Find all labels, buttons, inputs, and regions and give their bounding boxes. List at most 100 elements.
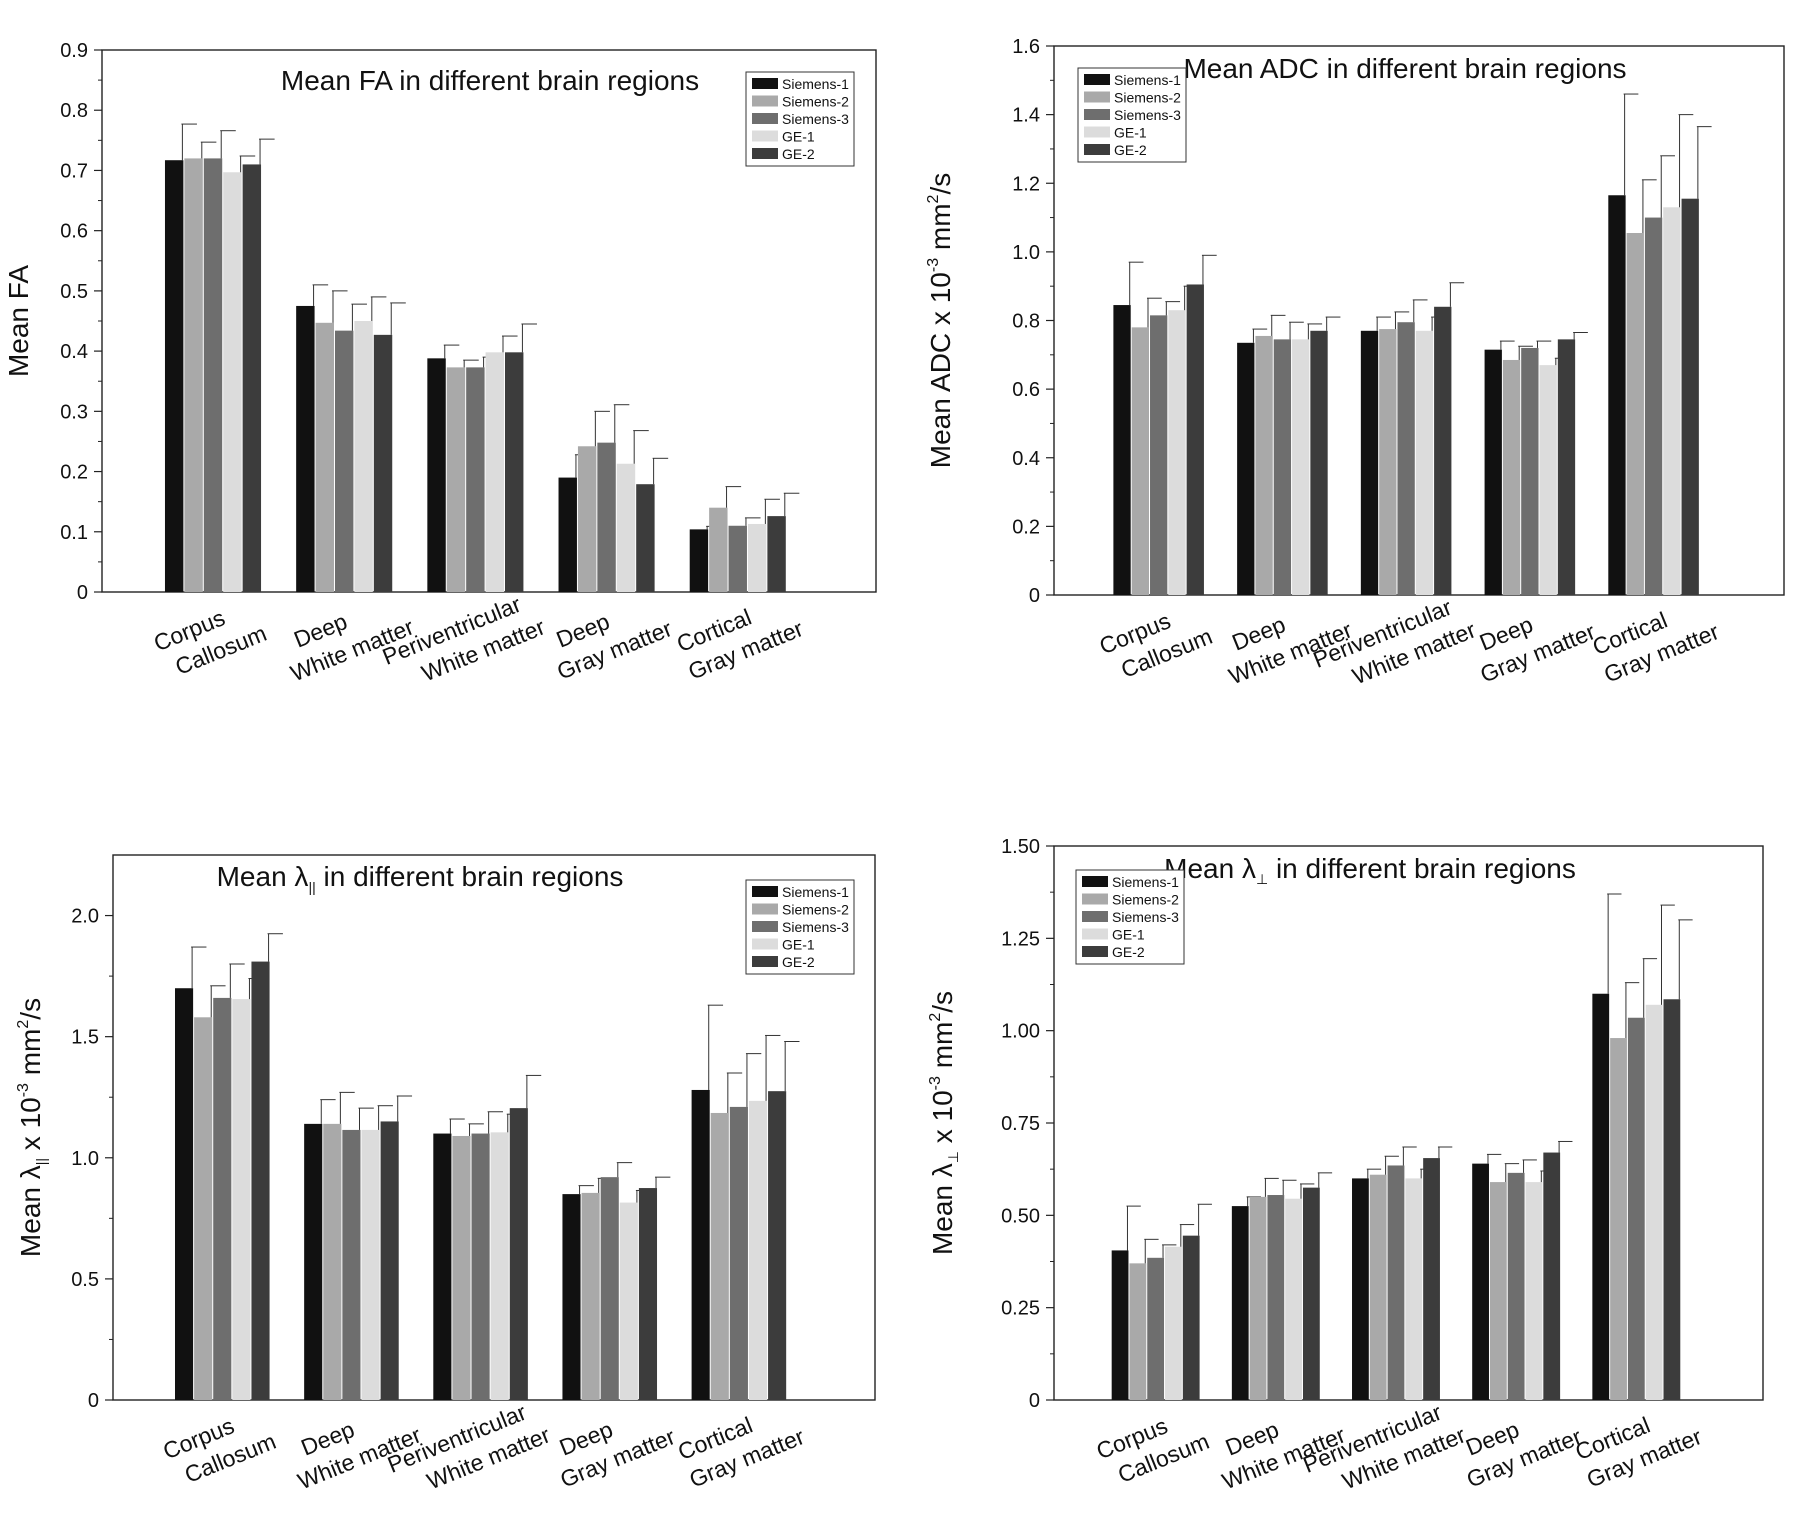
bar-siemens-2-2	[1369, 1174, 1387, 1400]
bar-siemens-1-3	[562, 1194, 581, 1400]
bar-siemens-3-3	[1521, 347, 1539, 595]
bar-siemens-1-2	[1352, 1178, 1369, 1400]
legend-swatch-siemens-3	[1082, 911, 1108, 922]
bar-ge-1-4	[1663, 207, 1681, 596]
bar-ge-1-2	[1415, 330, 1434, 595]
bar-ge-1-0	[1165, 1246, 1182, 1400]
legend-swatch-ge-2	[752, 148, 778, 159]
legend-label: GE-2	[782, 954, 815, 970]
legend-swatch-siemens-1	[1084, 74, 1110, 85]
legend-label: Siemens-1	[1114, 72, 1181, 88]
bar-siemens-1-4	[1592, 993, 1610, 1400]
bar-siemens-2-1	[315, 322, 334, 592]
bar-siemens-1-0	[1111, 1250, 1129, 1400]
legend-label: Siemens-3	[1112, 909, 1179, 925]
y-tick-label: 0.2	[1012, 516, 1040, 538]
chart-title: Mean λ|| in different brain regions	[217, 861, 624, 895]
bar-ge-1-1	[354, 321, 373, 592]
bar-siemens-3-0	[213, 997, 232, 1400]
y-tick-label: 0.2	[60, 462, 88, 484]
bar-siemens-3-4	[729, 1106, 748, 1400]
bar-ge-1-2	[485, 352, 505, 592]
legend-label: GE-1	[1112, 927, 1145, 943]
bar-siemens-3-0	[1147, 1257, 1165, 1400]
bar-siemens-3-3	[600, 1177, 619, 1400]
bar-siemens-2-4	[1626, 233, 1644, 596]
bar-ge-1-3	[619, 1202, 638, 1400]
bar-siemens-3-2	[471, 1133, 490, 1400]
bar-ge-1-4	[1645, 1004, 1663, 1400]
bar-siemens-2-1	[1249, 1196, 1267, 1400]
y-tick-label: 1.4	[1012, 105, 1040, 127]
bar-siemens-3-1	[334, 330, 354, 592]
legend-label: Siemens-2	[1114, 90, 1181, 106]
chart-title: Mean λ⊥ in different brain regions	[1164, 853, 1576, 887]
legend-label: Siemens-3	[782, 919, 849, 935]
bar-ge-1-1	[1292, 339, 1310, 595]
y-tick-label: 1.0	[71, 1148, 99, 1170]
bar-siemens-3-1	[1267, 1195, 1285, 1400]
bar-siemens-1-2	[427, 358, 446, 592]
legend-label: Siemens-3	[1114, 107, 1181, 123]
bar-ge-2-3	[636, 484, 655, 592]
bar-siemens-2-0	[194, 1017, 213, 1400]
y-tick-label: 0.5	[71, 1269, 99, 1291]
y-axis-label: Mean FA	[3, 265, 34, 377]
bar-siemens-2-0	[184, 158, 203, 592]
bar-siemens-2-0	[1131, 327, 1150, 595]
bar-siemens-2-2	[446, 367, 466, 592]
y-tick-label: 0.4	[60, 341, 88, 363]
bar-siemens-2-2	[452, 1135, 471, 1400]
bar-siemens-1-3	[1472, 1163, 1489, 1400]
bar-siemens-3-3	[597, 442, 616, 592]
legend-swatch-siemens-1	[752, 886, 778, 897]
y-tick-label: 1.00	[1001, 1021, 1040, 1043]
legend-swatch-siemens-1	[752, 78, 778, 89]
y-tick-label: 0.8	[60, 100, 88, 122]
bar-siemens-1-2	[1360, 330, 1379, 595]
bar-siemens-3-2	[1397, 322, 1415, 595]
chart-title: Mean ADC in different brain regions	[1183, 53, 1626, 84]
bar-ge-2-2	[509, 1108, 528, 1400]
legend-swatch-siemens-2	[1084, 91, 1110, 103]
bar-siemens-3-4	[1627, 1017, 1645, 1400]
bar-ge-1-4	[747, 523, 767, 592]
bar-ge-2-1	[1310, 330, 1328, 595]
bar-siemens-1-1	[296, 305, 315, 592]
legend-swatch-ge-1	[1082, 928, 1108, 940]
y-tick-label: 0	[88, 1390, 99, 1412]
y-tick-label: 0.7	[60, 160, 88, 182]
bar-siemens-3-2	[466, 367, 485, 592]
bar-siemens-3-4	[728, 525, 747, 592]
bar-siemens-1-0	[174, 988, 194, 1400]
legend-swatch-ge-1	[1084, 126, 1110, 138]
bar-ge-1-3	[1539, 365, 1557, 595]
legend-swatch-siemens-1	[1082, 876, 1108, 887]
y-tick-label: 2.0	[71, 906, 99, 928]
bar-ge-2-0	[251, 961, 270, 1400]
legend-label: Siemens-2	[782, 94, 849, 110]
y-tick-label: 0	[77, 582, 88, 604]
bar-siemens-3-1	[342, 1129, 361, 1400]
y-tick-label: 1.2	[1012, 173, 1040, 195]
chart-title: Mean FA in different brain regions	[281, 65, 699, 96]
bar-siemens-1-4	[1608, 195, 1626, 595]
bar-ge-2-4	[1663, 999, 1681, 1400]
legend-swatch-ge-2	[752, 956, 778, 967]
bar-siemens-1-1	[1237, 342, 1255, 595]
bar-ge-1-2	[490, 1132, 509, 1400]
